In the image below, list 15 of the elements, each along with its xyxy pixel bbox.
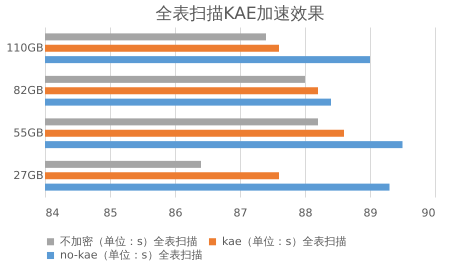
y-tick-label: 55GB	[13, 126, 44, 140]
x-tick-label: 85	[104, 206, 118, 220]
x-tick-label: 90	[422, 206, 436, 220]
y-tick-label: 110GB	[6, 41, 44, 54]
legend-label: no-kae（单位：s）全表扫描	[60, 248, 202, 262]
y-tick-label: 27GB	[13, 168, 44, 182]
x-tick-label: 86	[168, 206, 182, 220]
x-tick-label: 89	[364, 206, 378, 220]
y-tick-label: 82GB	[13, 84, 44, 97]
chart-title: 全表扫描KAE加速效果	[155, 4, 325, 24]
x-tick-label: 88	[298, 206, 312, 220]
legend-label: 不加密（单位：s）全表扫描	[60, 234, 198, 248]
x-tick-label: 84	[46, 206, 60, 220]
x-tick-label: 87	[234, 206, 248, 220]
legend-label: kae（单位：s）全表扫描	[222, 234, 346, 248]
